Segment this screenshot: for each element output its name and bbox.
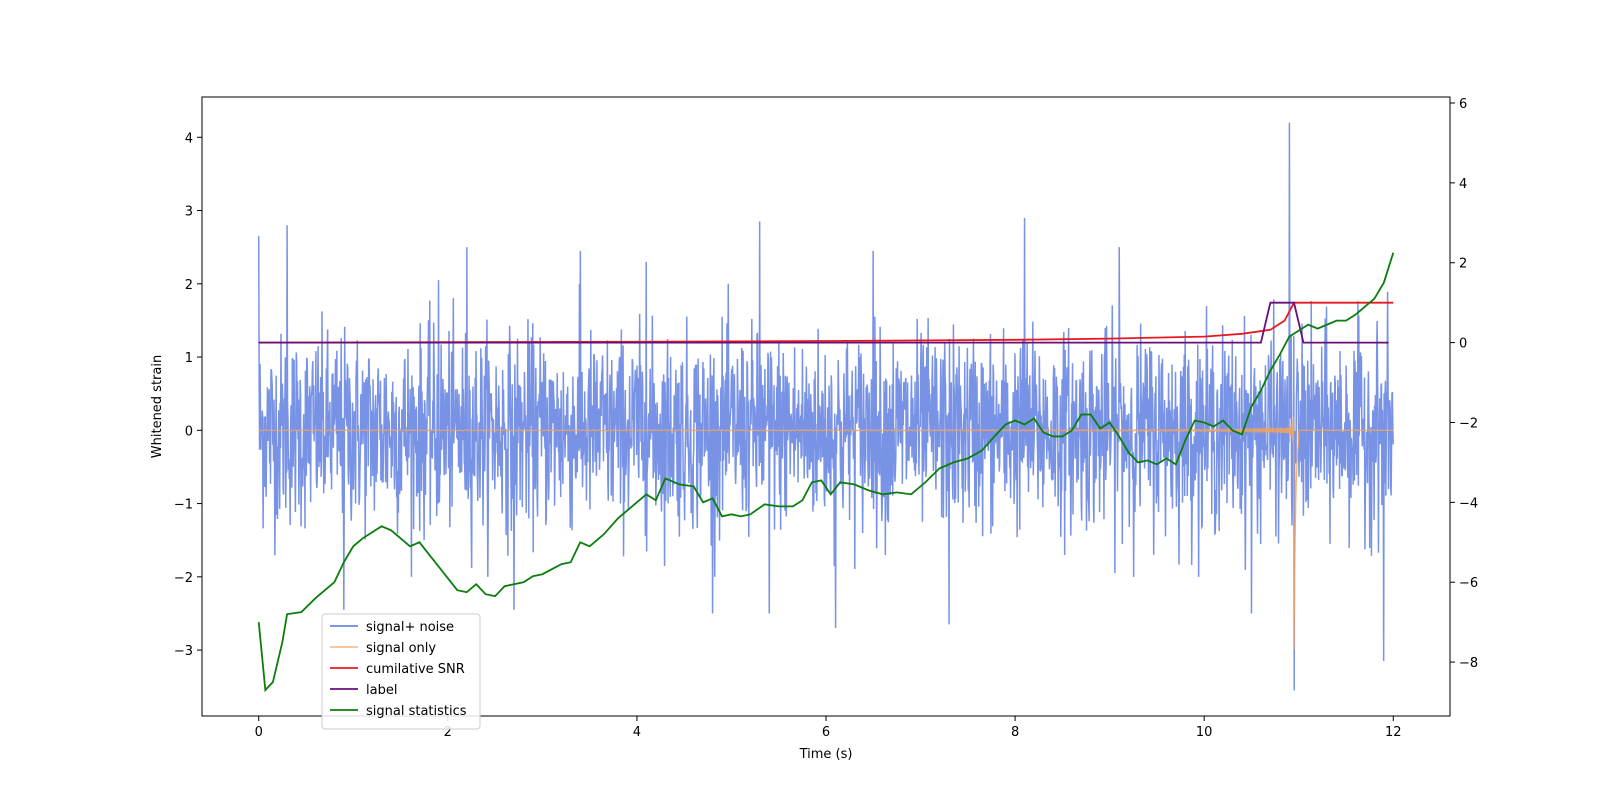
series-signal-noise-line — [257, 122, 1395, 691]
y-tick-label: −2 — [174, 571, 193, 586]
x-axis-title: Time (s) — [799, 747, 853, 762]
series-signal-statistics-line — [257, 252, 1395, 693]
legend-entry-label: label — [366, 683, 397, 698]
y-tick-label: 4 — [185, 131, 193, 146]
x-tick-label: 4 — [633, 725, 641, 740]
y-tick-label: 3 — [185, 205, 193, 220]
series-signal-only-line — [258, 416, 1394, 651]
y-tick-label: 2 — [185, 278, 193, 293]
plot-area — [257, 122, 1395, 693]
y2-tick-label: 4 — [1459, 177, 1467, 192]
x-tick-label: 8 — [1011, 725, 1019, 740]
x-tick-label: 10 — [1196, 725, 1213, 740]
series-label-line — [258, 301, 1389, 344]
legend: signal+ noise signal only cumilative SNR la… — [321, 613, 481, 730]
y-tick-label: −1 — [174, 498, 193, 513]
y2-tick-label: −6 — [1459, 576, 1478, 591]
y-axis-title: Whitened strain — [150, 355, 165, 458]
y2-tick-label: 2 — [1459, 257, 1467, 272]
y2-tick-label: 0 — [1459, 337, 1467, 352]
y-tick-label: −3 — [174, 644, 193, 659]
legend-box — [321, 613, 481, 730]
x-tick-label: 2 — [444, 725, 452, 740]
legend-entry-label: cumilative SNR — [366, 662, 465, 677]
y-tick-label: 1 — [185, 351, 193, 366]
legend-entry-label: signal+ noise — [366, 620, 454, 635]
y2-tick-label: −8 — [1459, 656, 1478, 671]
y2-tick-label: 6 — [1459, 97, 1467, 112]
legend-entry-label: signal only — [366, 641, 436, 656]
legend-entry-label: signal statistics — [366, 704, 467, 719]
y2-tick-label: −2 — [1459, 416, 1478, 431]
y2-tick-label: −4 — [1459, 496, 1478, 511]
x-tick-label: 0 — [255, 725, 263, 740]
x-tick-label: 6 — [822, 725, 830, 740]
x-tick-label: 12 — [1385, 725, 1402, 740]
y-tick-label: 0 — [185, 424, 193, 439]
